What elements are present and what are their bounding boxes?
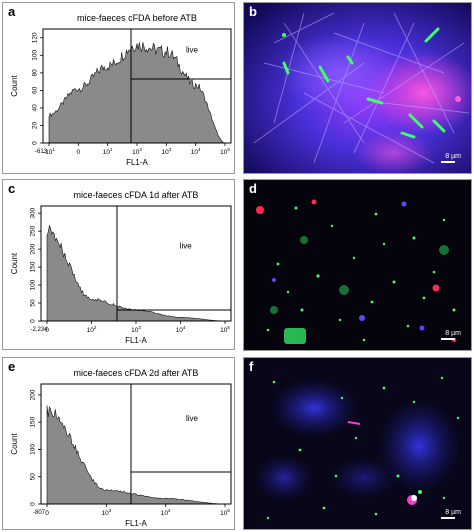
chart-title: mice-faeces cFDA before ATB bbox=[77, 13, 197, 23]
y-tick-label: 100 bbox=[30, 444, 37, 455]
x-tick-exponent: 3 bbox=[169, 147, 172, 152]
plot-frame bbox=[40, 383, 232, 505]
y-tick-label: 0 bbox=[30, 502, 37, 506]
y-axis-label: Count bbox=[10, 252, 19, 274]
panel-e: e mice-faeces cFDA 2d after ATB live 0 50 10… bbox=[2, 357, 235, 530]
y-tick-label: 0 bbox=[30, 319, 37, 323]
x-tick-exponent: 4 bbox=[183, 325, 186, 330]
panel-f: f 8 µm bbox=[243, 357, 472, 530]
panel-letter-f: f bbox=[249, 359, 254, 374]
panel-letter-b: b bbox=[249, 4, 257, 19]
chart-title: mice-faeces cFDA 1d after ATB bbox=[74, 190, 199, 200]
panel-a: a mice-faeces cFDA before ATB live 0 20 40 60… bbox=[2, 2, 235, 174]
micrograph-f bbox=[244, 358, 471, 529]
scalebar-label-b: 8 µm bbox=[445, 153, 461, 160]
gate-label: live bbox=[180, 241, 193, 250]
histogram-e: mice-faeces cFDA 2d after ATBlive0501001… bbox=[10, 368, 232, 528]
x-tick-exponent: 2 bbox=[139, 147, 142, 152]
y-tick-label: 200 bbox=[30, 389, 37, 400]
x-tick-exponent: 3 bbox=[109, 508, 112, 513]
panel-b: b bbox=[243, 2, 472, 174]
y-tick-label: 40 bbox=[32, 104, 39, 112]
histogram-c: mice-faeces cFDA 1d after ATBlive0501001… bbox=[10, 190, 232, 345]
x-axis-label: FL1-A bbox=[125, 336, 147, 345]
y-tick-label: 300 bbox=[30, 207, 37, 218]
x-tick-label: 0 bbox=[45, 327, 49, 334]
gate-label: live bbox=[186, 46, 199, 55]
histogram-area bbox=[46, 405, 225, 505]
x-tick-label: 102 bbox=[132, 147, 142, 156]
scalebar-label-f: 8 µm bbox=[445, 509, 461, 516]
x-tick-label: 103 bbox=[161, 147, 171, 156]
x-tick-exponent: 2 bbox=[94, 325, 97, 330]
scalebar-f bbox=[441, 517, 455, 519]
x-tick-label: 105 bbox=[220, 325, 230, 334]
x-axis-label: FL1-A bbox=[125, 519, 147, 528]
scalebar-label-d: 8 µm bbox=[445, 330, 461, 337]
x-axis-label: FL1-A bbox=[126, 158, 148, 167]
y-tick-label: 150 bbox=[30, 416, 37, 427]
y-axis-label: Count bbox=[10, 75, 19, 97]
panel-d: d 8 µm bbox=[243, 179, 472, 351]
x-tick-label: 101 bbox=[103, 147, 113, 156]
x-tick-label: 104 bbox=[161, 508, 171, 517]
y-tick-label: 100 bbox=[30, 279, 37, 290]
y-axis-label: Count bbox=[10, 433, 19, 455]
histogram-area bbox=[48, 42, 226, 144]
x-tick-exponent: 4 bbox=[168, 508, 171, 513]
y-tick-label: 200 bbox=[30, 243, 37, 254]
x-min-label: -613 bbox=[35, 149, 48, 155]
x-tick-label: 105 bbox=[220, 508, 230, 517]
x-tick-exponent: 1 bbox=[110, 147, 113, 152]
chart-title: mice-faeces cFDA 2d after ATB bbox=[74, 368, 199, 378]
y-tick-label: 60 bbox=[32, 86, 39, 94]
x-tick-label: 102 bbox=[87, 325, 97, 334]
panel-letter-e: e bbox=[8, 359, 16, 374]
x-min-label: -2,234 bbox=[30, 327, 48, 333]
x-tick-label: 103 bbox=[131, 325, 141, 334]
histogram-a: mice-faeces cFDA before ATBlive020406080… bbox=[10, 13, 232, 167]
x-tick-exponent: 4 bbox=[198, 147, 201, 152]
histogram-area bbox=[46, 224, 225, 322]
x-min-label: -807 bbox=[33, 510, 46, 516]
y-tick-label: 80 bbox=[32, 69, 39, 77]
x-tick-label: 103 bbox=[101, 508, 111, 517]
x-tick-label: 0 bbox=[45, 510, 49, 517]
x-tick-label: -101 bbox=[43, 147, 55, 156]
panel-c: c mice-faeces cFDA 1d after ATB live 0 50 10… bbox=[2, 179, 235, 350]
y-tick-label: 50 bbox=[30, 299, 37, 307]
y-tick-label: 50 bbox=[30, 473, 37, 481]
micrograph-d bbox=[244, 180, 471, 350]
y-tick-label: 150 bbox=[30, 261, 37, 272]
y-tick-label: 250 bbox=[30, 225, 37, 236]
gate-label: live bbox=[186, 414, 199, 423]
y-tick-label: 120 bbox=[32, 32, 39, 43]
x-tick-exponent: 5 bbox=[227, 508, 230, 513]
y-tick-label: 20 bbox=[32, 121, 39, 129]
x-tick-exponent: 5 bbox=[227, 147, 230, 152]
x-tick-exponent: 5 bbox=[227, 325, 230, 330]
x-tick-label: 104 bbox=[191, 147, 201, 156]
x-tick-label: 104 bbox=[176, 325, 186, 334]
x-tick-exponent: 1 bbox=[52, 147, 55, 152]
x-tick-label: 105 bbox=[220, 147, 230, 156]
micrograph-b bbox=[244, 3, 471, 173]
y-tick-label: 100 bbox=[32, 50, 39, 61]
panel-letter-d: d bbox=[249, 181, 257, 196]
panel-letter-a: a bbox=[8, 4, 16, 19]
y-tick-label: 0 bbox=[32, 141, 39, 145]
scalebar-d bbox=[441, 338, 455, 340]
x-tick-exponent: 3 bbox=[138, 325, 141, 330]
panel-letter-c: c bbox=[8, 181, 16, 196]
x-tick-label: 0 bbox=[77, 149, 81, 156]
scalebar-b bbox=[441, 161, 455, 163]
